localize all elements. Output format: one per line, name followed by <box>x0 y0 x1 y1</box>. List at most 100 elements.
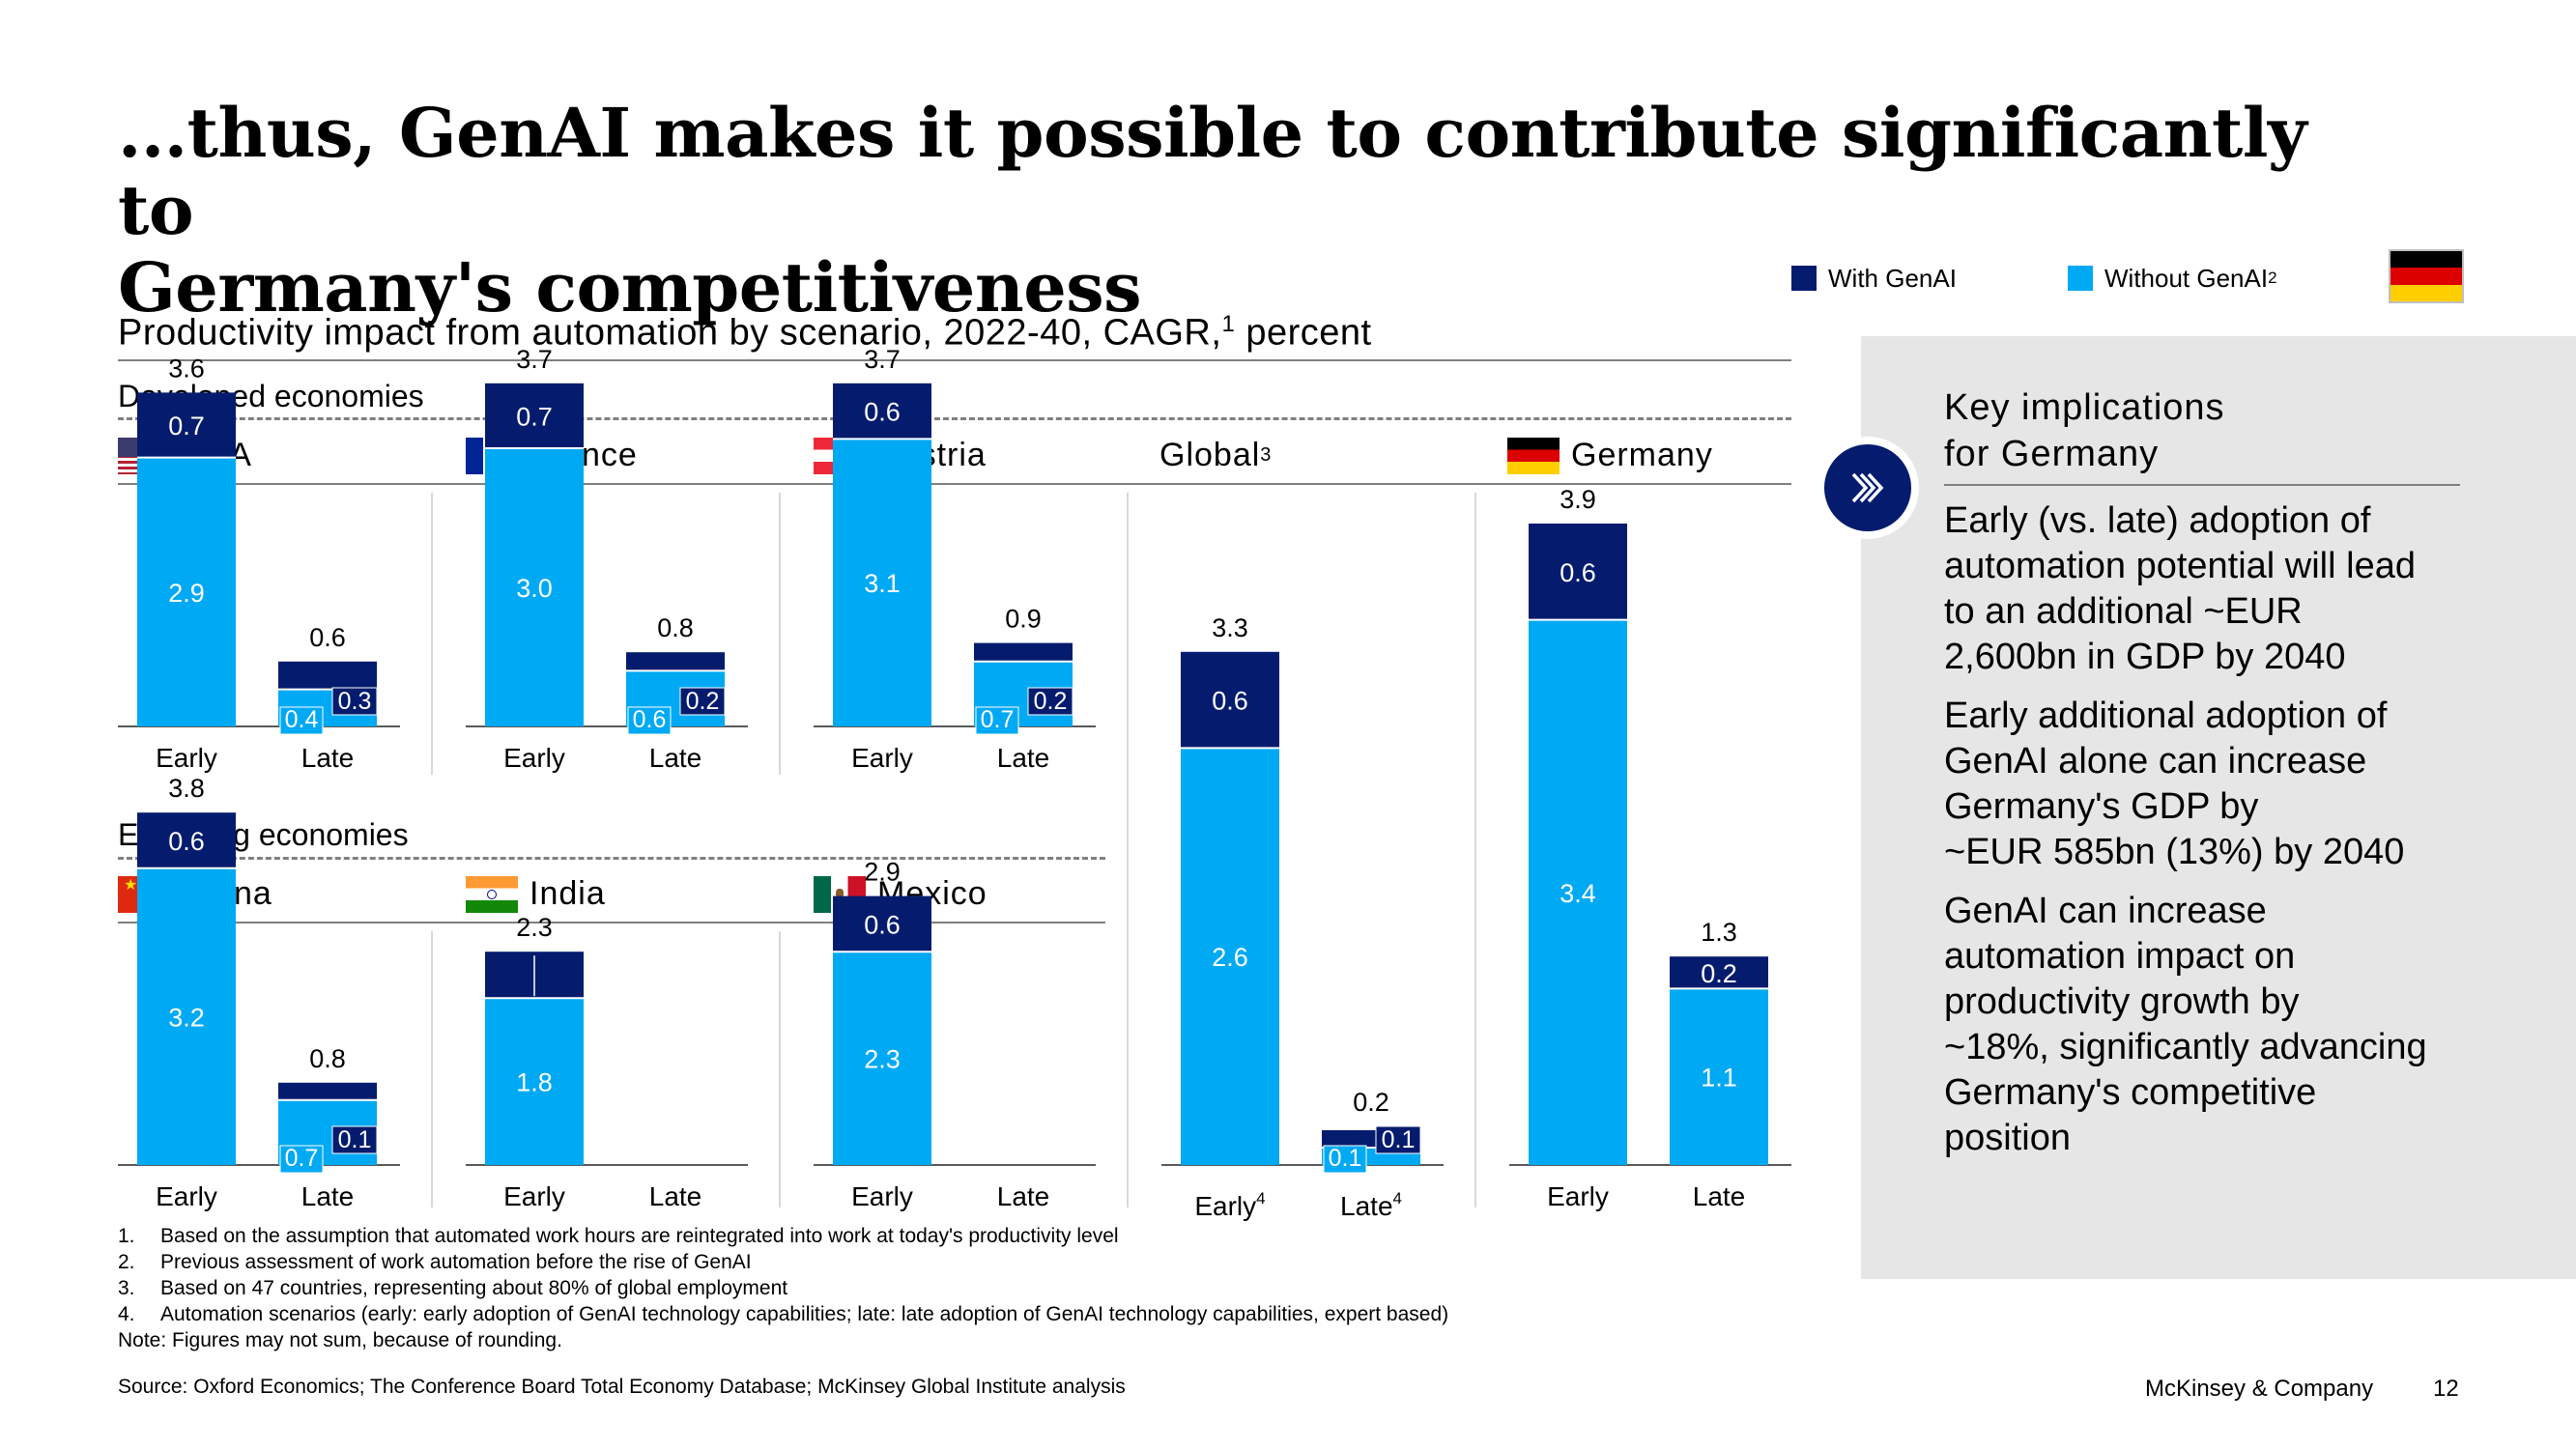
footnote-number: 3. <box>118 1277 135 1299</box>
column-separator <box>779 493 781 775</box>
brand-name: McKinsey & Company <box>2145 1376 2374 1402</box>
total-label: 3.9 <box>1560 485 1596 514</box>
column-separator <box>1127 493 1129 1208</box>
india-flag-icon <box>466 875 518 913</box>
country-label: Germany <box>1571 437 1713 473</box>
category-sup: 4 <box>1256 1189 1265 1208</box>
bar-with-genai <box>137 392 236 458</box>
subtitle-suffix: percent <box>1235 312 1372 354</box>
total-label: 2.3 <box>516 913 553 942</box>
subtitle-text: Productivity impact from automation by s… <box>118 312 1222 354</box>
bar-with-genai <box>278 661 377 690</box>
category-label: Late4 <box>1340 1189 1402 1221</box>
value-label-with-genai: 0.7 <box>168 412 205 440</box>
value-box-with-genai <box>331 1125 378 1154</box>
category-label: Early <box>1547 1181 1609 1211</box>
value-label-without-genai: 2.9 <box>168 579 205 608</box>
country-label: India <box>530 875 606 912</box>
total-label: 3.6 <box>168 354 205 383</box>
value-label-without-genai: 0.4 <box>285 706 319 733</box>
value-label-without-genai: 2.6 <box>1212 943 1248 972</box>
legend-with-genai: With GenAI <box>1791 261 1957 296</box>
category-label: Early <box>503 743 565 773</box>
footnote-number: 4. <box>118 1303 135 1325</box>
value-box-without-genai <box>1323 1145 1367 1174</box>
page-number: 12 <box>2433 1376 2459 1402</box>
value-box-with-genai <box>679 687 726 716</box>
total-label: 1.3 <box>1701 918 1737 947</box>
bar-without-genai <box>485 448 584 726</box>
germany-flag-icon <box>1507 437 1560 474</box>
column-separator <box>779 931 781 1208</box>
country-global: Global 3 <box>1159 437 1272 474</box>
value-label-without-genai: 2.3 <box>864 1045 901 1074</box>
bar-with-genai <box>1529 524 1627 620</box>
category-label: Late <box>1693 1181 1746 1211</box>
legend-label: With GenAI <box>1828 263 1957 293</box>
footnote-number: 2. <box>118 1251 135 1273</box>
value-label-without-genai: 3.2 <box>168 1003 205 1032</box>
country-sup: 3 <box>1260 444 1273 466</box>
column-separator <box>431 931 433 1208</box>
footnote: 1. Based on the assumption that automated… <box>118 1225 1119 1248</box>
total-label: 0.9 <box>1005 605 1042 634</box>
value-label-without-genai: 1.8 <box>516 1068 553 1097</box>
value-label-without-genai: 0.6 <box>633 706 667 733</box>
total-label: 0.2 <box>1353 1088 1389 1117</box>
value-label-with-genai: 0.7 <box>516 402 553 431</box>
page-title: ...thus, GenAI makes it possible to cont… <box>118 93 2307 327</box>
bar-with-genai <box>833 383 931 440</box>
bar-without-genai <box>137 457 236 726</box>
value-label-with-genai: 0.2 <box>1034 688 1068 715</box>
bar-without-genai <box>1529 619 1627 1165</box>
value-box-without-genai <box>279 1145 324 1174</box>
bar-with-genai <box>833 895 931 952</box>
germany-flag-icon <box>2389 249 2464 303</box>
total-label: 3.3 <box>1212 613 1248 642</box>
panel-point: Early (vs. late) adoption of automation … <box>1944 500 2416 677</box>
legend-without-genai: Without GenAI 2 <box>2068 261 2277 296</box>
value-label-with-genai: 0.6 <box>1560 558 1596 587</box>
value-label-without-genai: 0.1 <box>1329 1145 1362 1172</box>
bar-without-genai <box>833 952 931 1165</box>
value-box-with-genai <box>331 687 378 716</box>
value-label-without-genai: 3.0 <box>516 574 553 603</box>
value-label-with-genai: 0.6 <box>864 910 901 939</box>
total-label: 0.6 <box>309 623 346 652</box>
value-label-with-genai: 0.2 <box>1701 959 1737 988</box>
legend-sup: 2 <box>2268 269 2277 287</box>
subtitle-sup: 1 <box>1221 311 1236 337</box>
country-india: India <box>466 875 606 913</box>
value-label-with-genai: 0.6 <box>168 827 205 856</box>
column-separator <box>1474 493 1476 1208</box>
panel-point: GenAI can increase automation impact on … <box>1944 891 2427 1158</box>
bar-with-genai <box>1181 651 1279 749</box>
footnote-text: Automation scenarios (early: early adopt… <box>160 1303 1449 1325</box>
value-box-without-genai <box>627 706 672 735</box>
column-separator <box>431 493 433 775</box>
category-label: Late <box>301 1181 355 1211</box>
value-label-with-genai: 0.1 <box>1382 1126 1416 1153</box>
value-label-with-genai: 0.6 <box>864 398 901 427</box>
panel-title: Key implications for Germany <box>1944 387 2225 474</box>
bar-with-genai <box>974 642 1073 662</box>
bar-with-genai <box>278 1082 377 1100</box>
country-rule-emerging <box>118 922 1105 923</box>
category-label: Early <box>156 743 217 773</box>
footnote-text: Based on the assumption that automated w… <box>160 1225 1119 1247</box>
footnote: 4. Automation scenarios (early: early ado… <box>118 1303 1448 1326</box>
implications-panel <box>1861 336 2576 1279</box>
bar-without-genai <box>137 867 236 1165</box>
category-label: Early <box>503 1181 565 1211</box>
value-box-with-genai <box>1027 687 1073 716</box>
value-label-without-genai: 1.1 <box>1701 1064 1737 1093</box>
value-label-with-genai: 0.2 <box>686 688 720 715</box>
total-label: 3.7 <box>864 345 901 374</box>
category-label: Late <box>997 743 1050 773</box>
category-label: Early4 <box>1194 1189 1265 1221</box>
section-divider-emerging <box>118 857 1105 860</box>
value-label-with-genai: 0.3 <box>338 688 372 715</box>
footnote-text: Based on 47 countries, representing abou… <box>160 1277 788 1299</box>
value-label-without-genai: 0.7 <box>285 1145 319 1172</box>
